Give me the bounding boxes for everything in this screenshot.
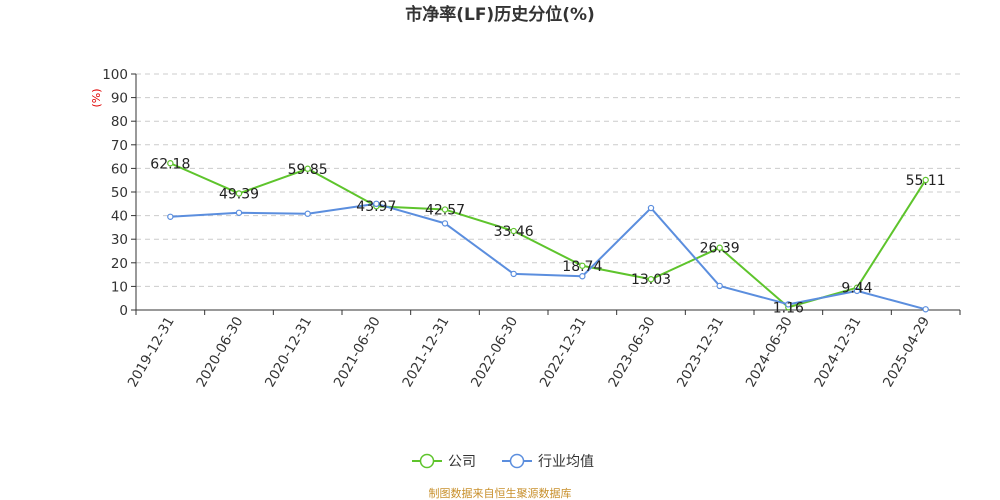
y-tick-label: 10 [111,279,128,295]
x-tick-label: 2023-06-30 [605,314,658,390]
data-point [716,282,723,290]
series-line [169,162,927,309]
y-axis-label: (%) [90,88,103,107]
y-tick-label: 70 [111,138,128,154]
y-tick-label: 100 [102,67,128,83]
data-point [167,160,174,167]
data-point [304,165,311,172]
x-tick-label: 2021-06-30 [331,314,384,390]
x-tick-label: 2020-12-31 [262,314,315,390]
data-label: 49.39 [219,186,259,202]
data-point [853,287,861,295]
y-tick-label: 90 [111,91,128,107]
series-line [170,202,926,311]
data-label: 42.57 [425,203,465,219]
series-company [167,160,929,311]
data-label: 43.97 [356,199,396,215]
chart-title: 市净率(LF)历史分位(%) [405,4,595,25]
data-label: 13.03 [631,272,671,288]
series-industry-average [167,200,929,313]
data-point [510,227,517,235]
data-point [716,244,723,251]
x-tick-label: 2024-06-30 [743,314,796,390]
data-label: 59.85 [288,162,328,178]
y-tick-label: 30 [111,232,128,248]
data-point [235,190,243,197]
data-point [167,213,174,220]
y-tick-label: 80 [111,114,128,130]
series-layer [167,160,929,313]
gridlines [136,73,960,287]
data-point [441,206,449,213]
x-tick-label: 2025-04-29 [880,314,933,390]
x-tick-label: 2021-12-31 [399,314,452,390]
legend-label: 公司 [448,454,476,470]
data-point [647,276,655,283]
x-tick-label: 2022-06-30 [468,314,521,390]
legend-item-industry-average: 行业均值 [502,453,594,470]
data-point [510,270,517,278]
data-point [441,220,449,227]
data-point [304,210,311,217]
legend-swatch-marker [509,453,525,469]
x-tick-label: 2020-06-30 [193,314,246,390]
data-point [235,209,243,216]
data-label: 26.39 [700,241,740,257]
y-tick-label: 40 [111,209,128,225]
source-note: 制图数据来自恒生聚源数据库 [429,486,572,500]
data-label: 62.18 [150,156,190,172]
x-tick-label: 2022-12-31 [537,314,590,390]
y-tick-label: 20 [111,256,128,272]
x-tick-label: 2024-12-31 [811,314,864,390]
data-point [922,306,929,313]
legend-label: 行业均值 [538,454,594,470]
legend-swatch-marker [419,453,435,469]
legend-item-company: 公司 [412,453,476,470]
y-tick-label: 50 [111,185,128,201]
data-label: 55.11 [906,173,946,189]
data-point [373,200,380,207]
data-point [785,301,792,308]
data-point [579,262,586,269]
y-tick-label: 0 [119,303,128,319]
data-label: 18.74 [562,259,602,275]
data-label: 33.46 [494,224,534,240]
data-label: 9.44 [841,281,872,297]
data-label: 1.16 [773,300,804,316]
data-point [647,204,655,212]
y-tick-label: 60 [111,161,128,177]
x-tick-label: 2023-12-31 [674,314,727,390]
x-tick-label: 2019-12-31 [125,314,178,390]
data-point [922,176,929,184]
data-point [579,273,586,280]
data-labels: 62.18 49.39 59.85 43.97 42.57 33.46 18.74 13.03… [150,156,945,316]
legend: 公司 行业均值 [412,453,594,470]
